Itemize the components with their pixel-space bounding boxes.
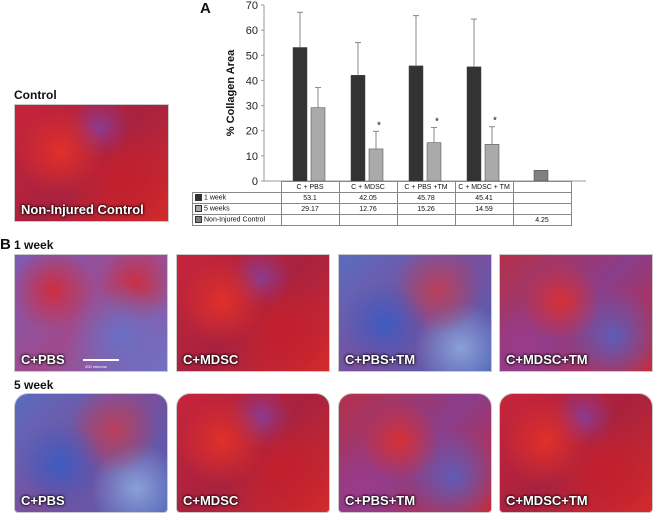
significance-marker: * [377,120,381,131]
week5-image-label: C+PBS [21,493,65,508]
week1-micrograph-4: C+MDSC+TM [499,254,653,372]
week5-image-label: C+PBS+TM [345,493,416,508]
legend-entry: 5 weeks [192,203,282,215]
control-micrograph: Non-Injured Control [14,104,169,222]
control-image-label: Non-Injured Control [21,202,144,217]
bar-noninjured [533,170,549,182]
week5-micrograph-2: C+MDSC [176,393,330,513]
bar-week5 [368,148,384,182]
week5-micrograph-1: C+PBS [14,393,168,513]
y-tick-label: 50 [246,50,258,62]
bar-week1 [408,65,424,182]
x-category-label: C + PBS +TM [396,181,456,193]
data-label [338,214,398,226]
panel-a-letter: A [200,0,211,17]
scale-bar-text: 200 microns [85,364,107,369]
week1-micrograph-3: C+PBS+TM [338,254,492,372]
data-label [396,214,456,226]
week1-micrograph-2: C+MDSC [176,254,330,372]
x-category-label [512,181,572,193]
week5-micrograph-4: C+MDSC+TM [499,393,653,513]
data-label [512,203,572,215]
y-tick-label: 10 [246,151,258,163]
data-label: 53.1 [280,192,340,204]
chart-data-table: C + PBS C + MDSC C + PBS +TM C + MDSC + TM 1… [192,181,572,226]
week5-image-label: C+MDSC+TM [506,493,588,508]
data-label [280,214,340,226]
data-label: 29.17 [280,203,340,215]
chart-svg: 0 10 20 30 40 50 60 70 % Collagen Area * * * [225,0,586,188]
x-category-label: C + MDSC [338,181,398,193]
legend-entry: 1 week [192,192,282,204]
week1-micrograph-1: C+PBS 200 microns [14,254,168,372]
bar-week1 [292,47,308,182]
data-label: 42.05 [338,192,398,204]
data-label: 12.76 [338,203,398,215]
data-label: 15.26 [396,203,456,215]
significance-marker: * [435,117,439,128]
week1-title: 1 week [14,238,54,252]
legend-entry: Non-Injured Control [192,214,282,226]
week5-image-label: C+MDSC [183,493,239,508]
data-label [454,214,514,226]
week1-image-label: C+MDSC [183,352,239,367]
control-title: Control [14,88,57,102]
panel-b-letter: B [0,236,11,253]
bar-week5 [484,144,500,182]
bar-week5 [426,142,442,182]
y-tick-label: 40 [246,75,258,87]
week1-image-label: C+MDSC+TM [506,352,588,367]
y-tick-label: 20 [246,126,258,138]
week5-micrograph-3: C+PBS+TM [338,393,492,513]
data-label: 4.25 [512,214,572,226]
week1-image-label: C+PBS [21,352,65,367]
bar-week5 [310,107,326,182]
x-category-label: C + PBS [280,181,340,193]
data-label [512,192,572,204]
y-tick-label: 30 [246,101,258,113]
y-tick-label: 60 [246,25,258,37]
y-tick-label: 0 [252,176,258,188]
y-axis-label: % Collagen Area [225,49,237,136]
scale-bar [83,359,119,361]
data-label: 45.41 [454,192,514,204]
data-label: 45.78 [396,192,456,204]
week5-title: 5 week [14,378,54,392]
bar-week1 [350,75,366,182]
collagen-bar-chart: 0 10 20 30 40 50 60 70 % Collagen Area * * * C + PB… [180,0,600,232]
bar-week1 [466,66,482,182]
x-category-label: C + MDSC + TM [454,181,514,193]
week1-image-label: C+PBS+TM [345,352,416,367]
y-tick-label: 70 [246,0,258,12]
significance-marker: * [493,116,497,127]
data-label: 14.59 [454,203,514,215]
